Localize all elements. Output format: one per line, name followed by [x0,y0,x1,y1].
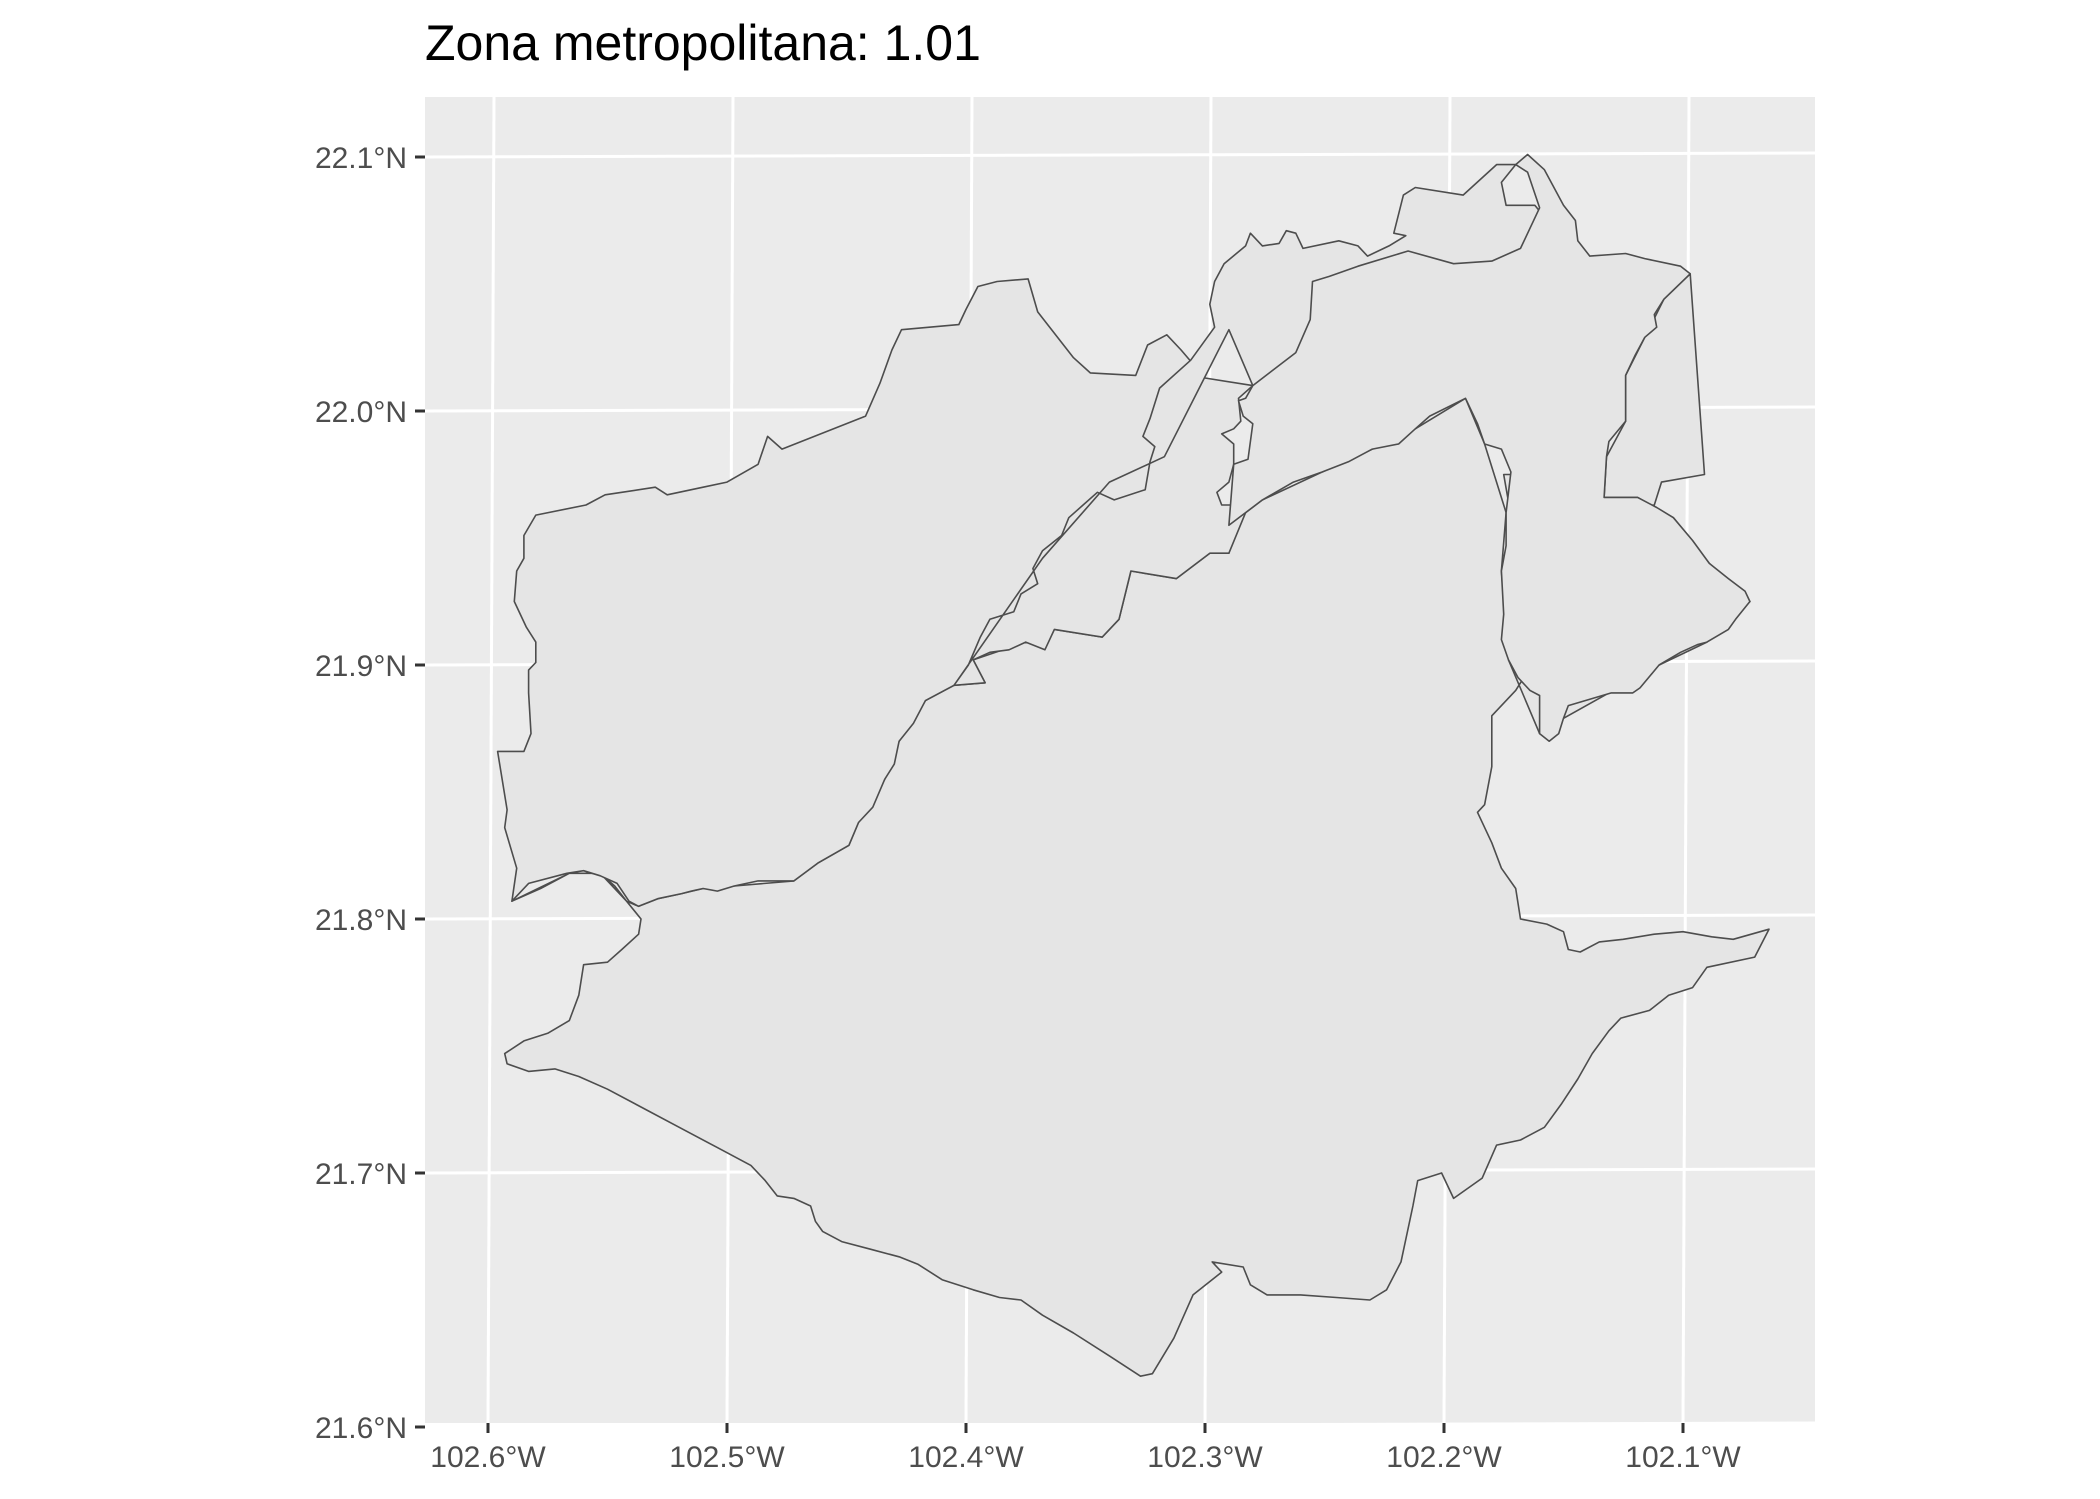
gridline-x-0 [486,96,496,1424]
x-tick-label-1: 102.5°W [669,1441,785,1474]
x-axis: 102.6°W 102.5°W 102.4°W 102.3°W 102.2°W 102.1… [430,1423,1741,1474]
x-tick-label-0: 102.6°W [430,1441,546,1474]
y-tick-label-2: 21.9°N [315,650,407,683]
x-tick-label-2: 102.4°W [908,1441,1024,1474]
y-axis: 22.1°N 22.0°N 21.9°N 21.8°N 21.7°N 21.6°N [315,142,425,1445]
x-tick-label-4: 102.2°W [1386,1441,1502,1474]
y-tick-label-5: 21.6°N [315,1412,407,1445]
map-title: Zona metropolitana: 1.01 [425,15,981,71]
x-tick-label-3: 102.3°W [1147,1441,1263,1474]
municipality-polygons [496,153,1770,1377]
municipality-east [1228,153,1751,742]
y-tick-label-4: 21.7°N [315,1158,407,1191]
y-tick-label-0: 22.1°N [315,142,407,175]
x-tick-label-5: 102.1°W [1625,1441,1741,1474]
y-tick-label-1: 22.0°N [315,396,407,429]
municipality-west [496,278,1254,908]
gridline-y-0 [424,151,1816,159]
y-tick-label-3: 21.8°N [315,904,407,937]
gridline-y-5 [424,1421,1816,1429]
